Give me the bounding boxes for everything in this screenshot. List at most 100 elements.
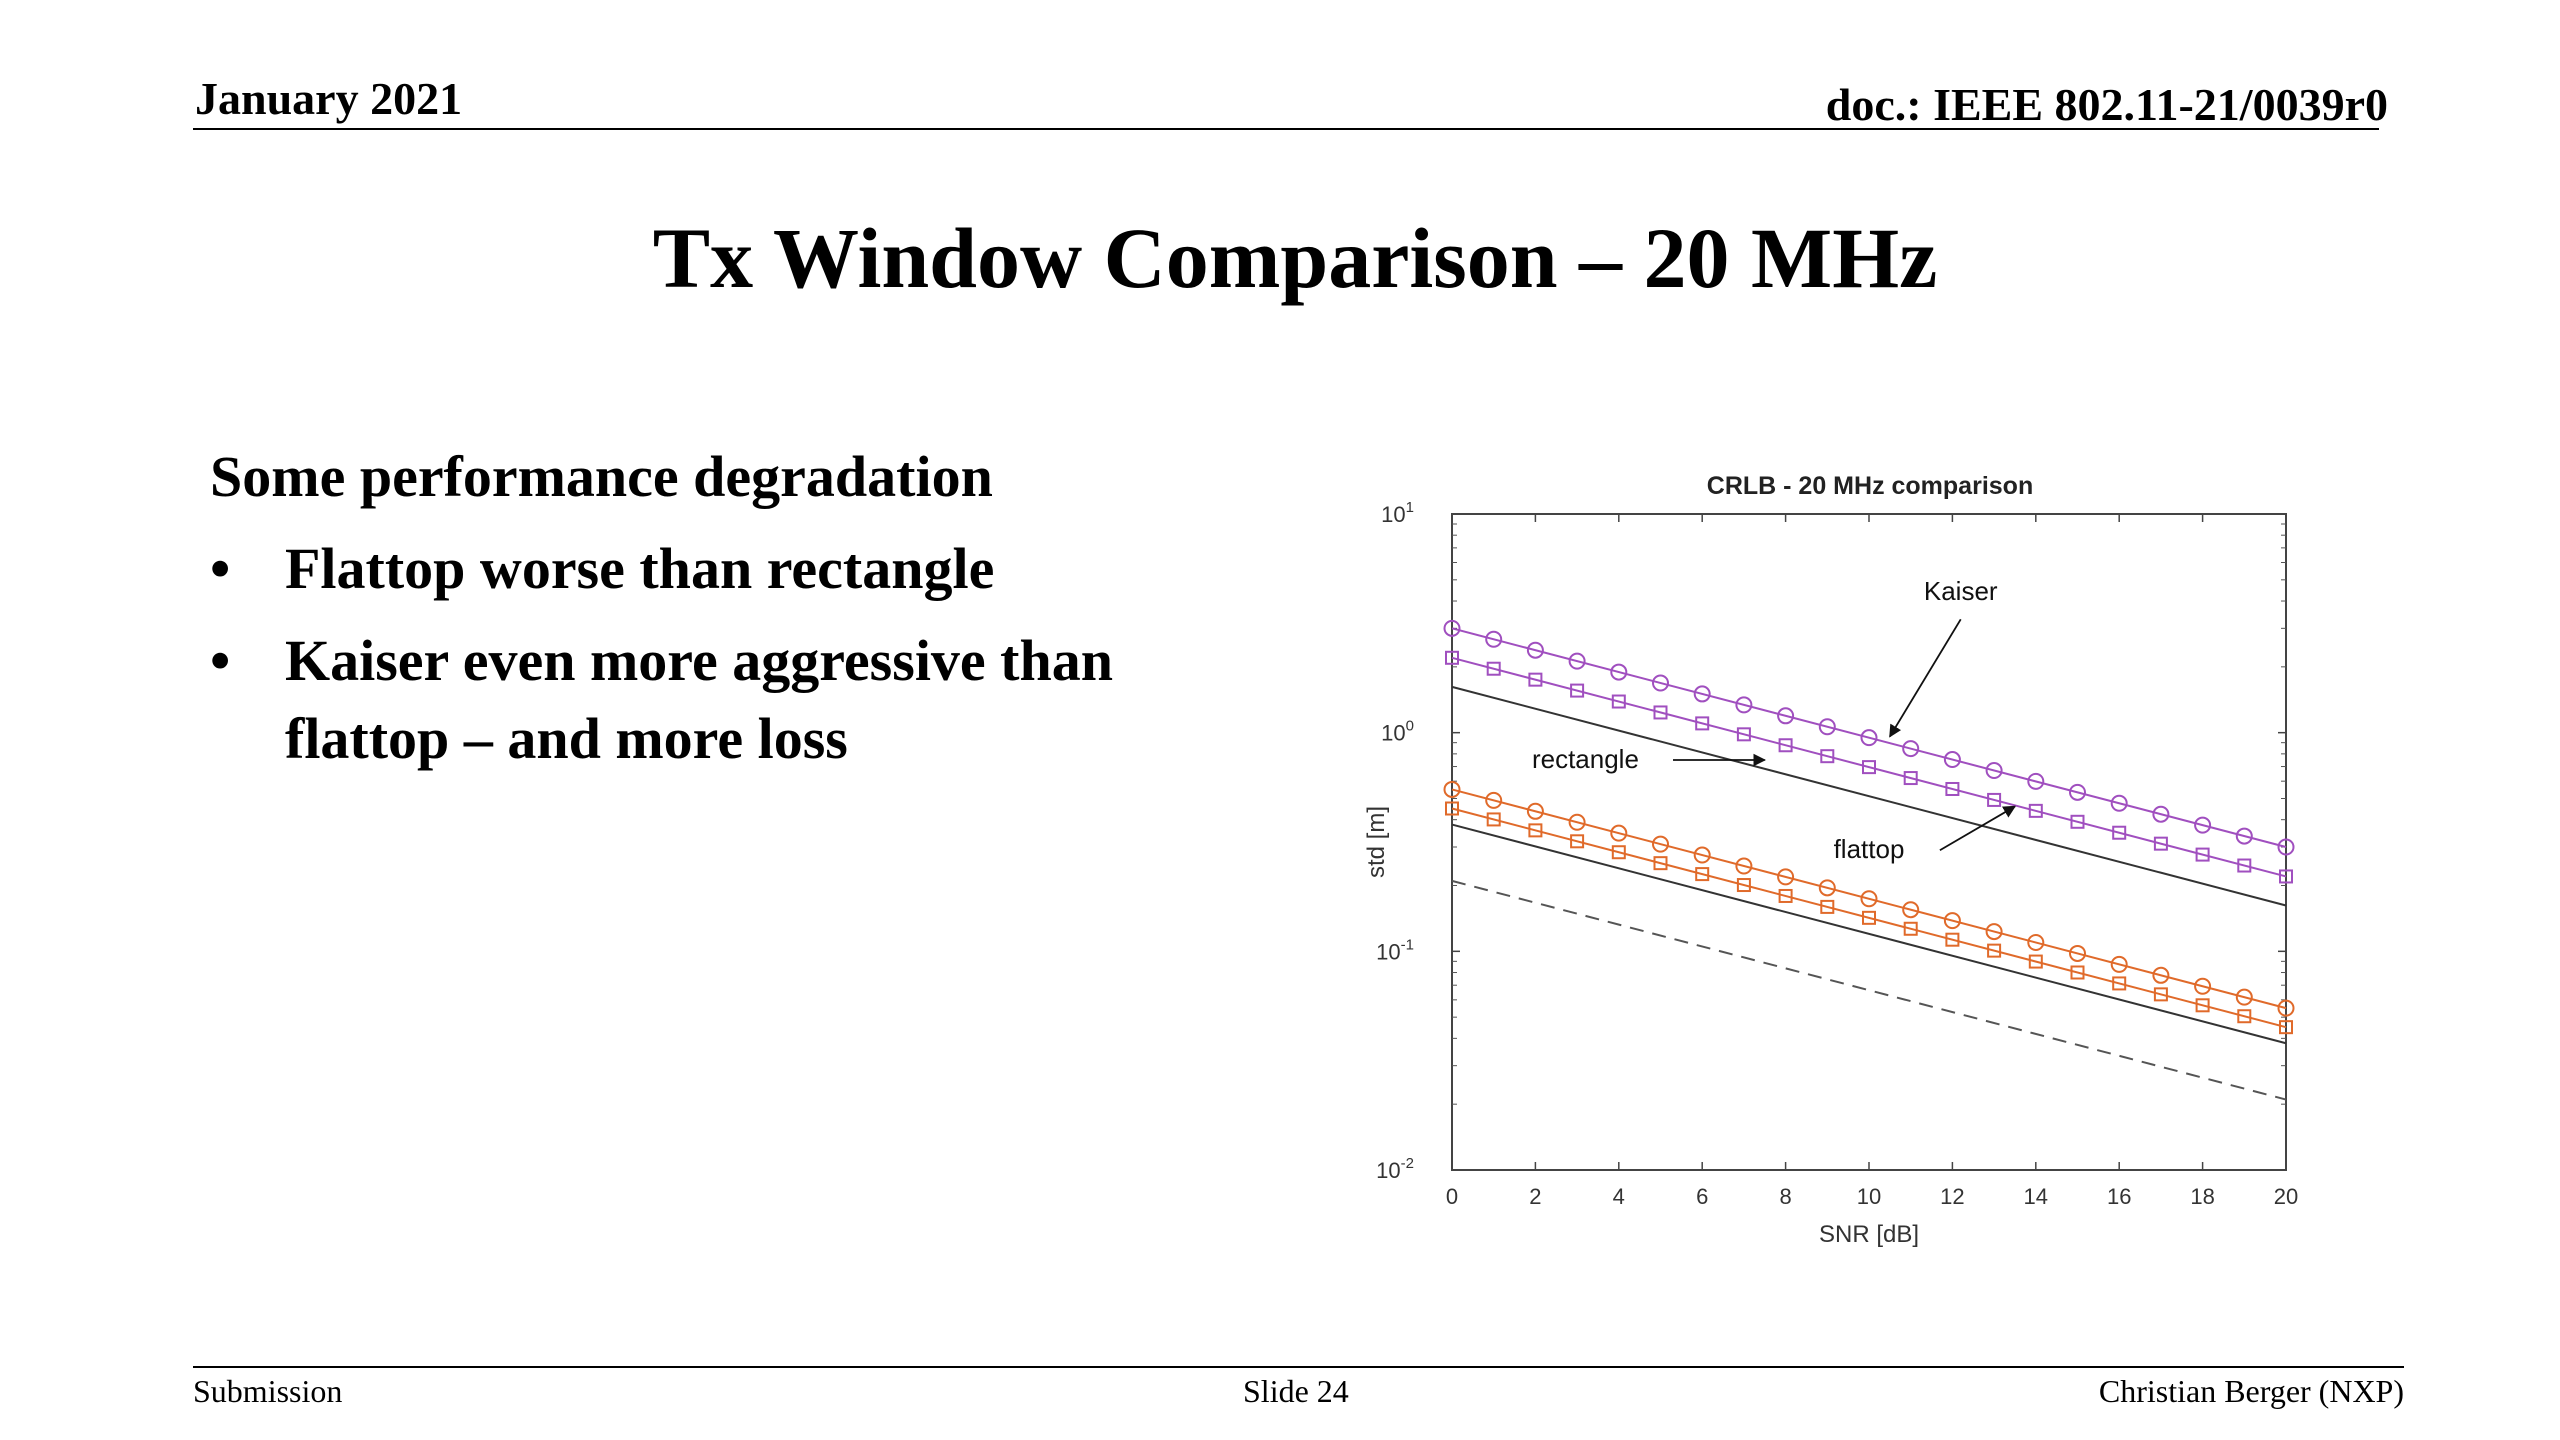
circle-marker (1818, 879, 1836, 897)
square-marker (2195, 998, 2210, 1013)
circle-marker (1943, 912, 1961, 930)
square-marker (2237, 1009, 2252, 1024)
chart-title: CRLB - 20 MHz comparison (1707, 472, 2033, 500)
series-line (1451, 823, 2287, 1045)
annotation-arrow (1939, 805, 2017, 851)
square-marker (1653, 705, 1668, 720)
circle-marker (1985, 923, 2003, 941)
circle-marker (1860, 890, 1878, 908)
circle-marker (1693, 846, 1711, 864)
circle-marker (1902, 740, 1920, 758)
circle-marker (2194, 816, 2212, 834)
circle-marker (1652, 835, 1669, 853)
x-tick-label: 14 (2024, 1184, 2048, 1209)
circle-marker (1818, 718, 1836, 736)
square-marker (1611, 694, 1626, 709)
circle-marker (1943, 751, 1961, 769)
circle-marker (2027, 934, 2045, 952)
circle-marker (2235, 988, 2253, 1006)
bullet-item: • Flattop worse than rectangle (210, 530, 1290, 608)
square-marker (1736, 727, 1751, 742)
x-axis-label: SNR [dB] (1819, 1221, 1919, 1248)
lead-text: Some performance degradation (210, 444, 993, 509)
square-marker (2195, 847, 2210, 862)
square-marker (1862, 910, 1876, 925)
circle-marker (2069, 783, 2086, 801)
circle-marker (2152, 805, 2170, 823)
series-line (1451, 627, 2287, 848)
square-marker (1570, 834, 1585, 849)
square-marker (1903, 921, 1918, 936)
circle-marker (1777, 707, 1795, 725)
square-marker (1695, 716, 1710, 731)
square-marker (2153, 987, 2168, 1002)
square-marker (1528, 672, 1543, 687)
circle-marker (1485, 630, 1503, 648)
bullet-dot-icon: • (210, 628, 231, 693)
circle-marker (1610, 663, 1628, 681)
circle-marker (1526, 802, 1544, 820)
circle-marker (1777, 868, 1795, 886)
circle-marker (1526, 641, 1544, 659)
circle-marker (1902, 901, 1920, 919)
bullet-text: Flattop worse than rectangle (285, 536, 995, 601)
y-tick-label: 100 (1381, 718, 1414, 746)
circle-marker (1860, 729, 1878, 747)
square-marker (1820, 899, 1835, 914)
x-tick-label: 8 (1779, 1184, 1791, 1209)
header-doc-id: doc.: IEEE 802.11-21/0039r0 (1825, 79, 2388, 130)
square-marker (1945, 781, 1960, 796)
footer-author: Christian Berger (NXP) (2098, 1373, 2404, 1409)
square-marker (1528, 823, 1543, 838)
series-line (1451, 656, 2287, 878)
series-line (1451, 879, 2287, 1101)
x-tick-label: 6 (1696, 1184, 1708, 1209)
square-marker (1736, 878, 1751, 893)
square-marker (1486, 812, 1501, 827)
footer-slide-number: Slide 24 (1243, 1373, 1349, 1409)
circle-marker (2110, 955, 2128, 973)
footer-divider (193, 1366, 2404, 1368)
square-marker (1987, 792, 2002, 807)
x-tick-label: 2 (1529, 1184, 1541, 1209)
square-marker (1862, 760, 1876, 775)
circle-marker (1568, 652, 1586, 670)
circle-marker (2152, 966, 2170, 984)
slide-title: Tx Window Comparison – 20 MHz (652, 210, 1938, 306)
square-marker (1695, 867, 1710, 882)
bullet-item: • Kaiser even more aggressive than flatt… (210, 622, 1290, 778)
x-tick-label: 16 (2107, 1184, 2131, 1209)
square-marker (1903, 771, 1918, 786)
circle-marker (2027, 772, 2045, 790)
circle-marker (1443, 619, 1461, 637)
series-line (1451, 685, 2287, 907)
y-tick-label: 10-1 (1376, 936, 1414, 964)
circle-marker (1735, 857, 1753, 875)
square-marker (1945, 932, 1960, 947)
series-line (1451, 788, 2287, 1010)
square-marker (2279, 869, 2293, 884)
x-tick-label: 18 (2190, 1184, 2214, 1209)
circle-marker (1693, 685, 1711, 703)
square-marker (1486, 661, 1501, 676)
square-marker (2237, 858, 2252, 873)
annotation-label: rectangle (1532, 744, 1639, 774)
square-marker (1778, 738, 1793, 753)
bullet-dot-icon: • (210, 536, 231, 601)
square-marker (1570, 683, 1585, 698)
y-tick-label: 10-2 (1376, 1155, 1414, 1183)
square-marker (2279, 1020, 2293, 1035)
series-line (1451, 807, 2287, 1029)
x-tick-label: 0 (1446, 1184, 1458, 1209)
x-tick-label: 10 (1857, 1184, 1881, 1209)
circle-marker (2069, 944, 2086, 962)
circle-marker (1735, 696, 1753, 714)
circle-marker (1610, 824, 1628, 842)
square-marker (1987, 943, 2002, 958)
circle-marker (2235, 827, 2253, 845)
square-marker (2112, 825, 2127, 840)
square-marker (2028, 954, 2043, 969)
circle-marker (1652, 674, 1669, 692)
square-marker (2070, 965, 2085, 980)
square-marker (1778, 888, 1793, 903)
